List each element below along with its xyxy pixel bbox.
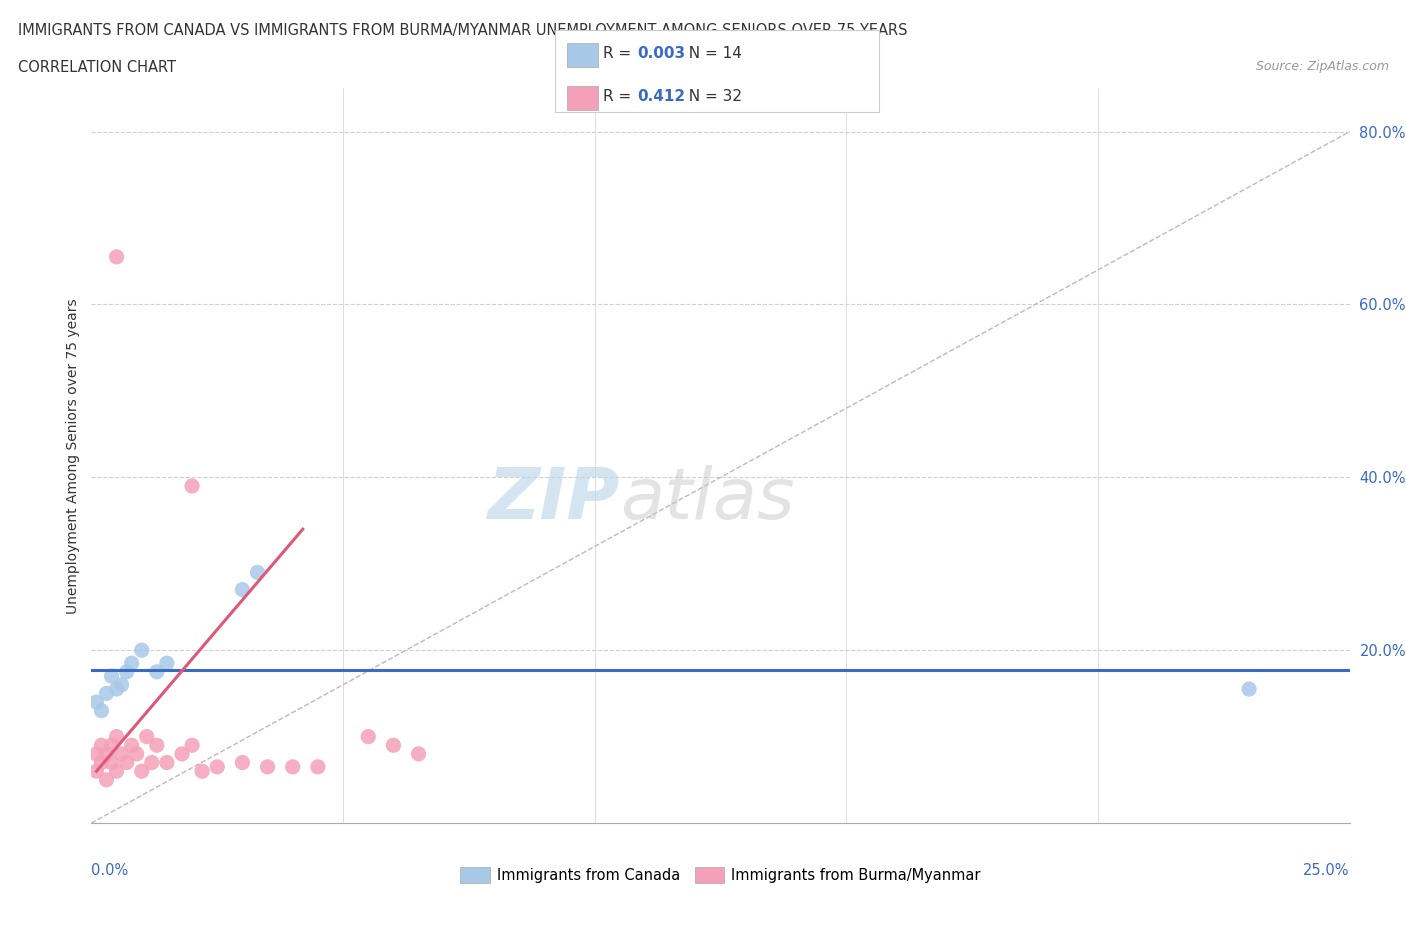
Point: [96, 747, 118, 762]
Point: [408, 747, 430, 762]
Text: Source: ZipAtlas.com: Source: ZipAtlas.com: [1256, 60, 1389, 73]
Text: 0.003: 0.003: [637, 46, 685, 61]
Point: [181, 737, 204, 752]
Point: [141, 755, 163, 770]
Point: [256, 760, 278, 775]
Point: [86, 747, 108, 762]
Point: [90, 737, 112, 752]
Point: [246, 565, 269, 579]
Point: [90, 703, 112, 718]
Point: [105, 682, 128, 697]
Point: [121, 737, 143, 752]
Y-axis label: Unemployment Among Seniors over 75 years: Unemployment Among Seniors over 75 years: [66, 298, 80, 614]
Point: [156, 755, 179, 770]
Text: 0.412: 0.412: [637, 89, 685, 104]
Point: [131, 764, 153, 778]
Point: [205, 760, 228, 775]
Point: [100, 737, 122, 752]
Point: [181, 479, 204, 494]
Legend: Immigrants from Canada, Immigrants from Burma/Myanmar: Immigrants from Canada, Immigrants from …: [454, 861, 987, 889]
Text: R =: R =: [603, 89, 637, 104]
Text: atlas: atlas: [620, 465, 794, 534]
Point: [156, 656, 179, 671]
Point: [86, 695, 108, 710]
Point: [382, 737, 405, 752]
Text: 25.0%: 25.0%: [1303, 863, 1350, 879]
Text: CORRELATION CHART: CORRELATION CHART: [18, 60, 176, 75]
Point: [357, 729, 380, 744]
Point: [1237, 682, 1260, 697]
Point: [146, 737, 169, 752]
Point: [307, 760, 329, 775]
Point: [86, 764, 108, 778]
Point: [115, 664, 138, 679]
Point: [191, 764, 214, 778]
Point: [231, 755, 253, 770]
Point: [281, 760, 304, 775]
Point: [170, 747, 193, 762]
Point: [105, 729, 128, 744]
Point: [115, 755, 138, 770]
Point: [96, 686, 118, 701]
Point: [131, 643, 153, 658]
Point: [110, 747, 132, 762]
Point: [146, 664, 169, 679]
Point: [96, 773, 118, 788]
Text: IMMIGRANTS FROM CANADA VS IMMIGRANTS FROM BURMA/MYANMAR UNEMPLOYMENT AMONG SENIO: IMMIGRANTS FROM CANADA VS IMMIGRANTS FRO…: [18, 23, 908, 38]
Point: [100, 755, 122, 770]
Text: R =: R =: [603, 46, 637, 61]
Point: [135, 729, 157, 744]
Point: [231, 582, 253, 597]
Text: 0.0%: 0.0%: [91, 863, 128, 879]
Point: [121, 656, 143, 671]
Text: N = 32: N = 32: [679, 89, 742, 104]
Text: ZIP: ZIP: [488, 465, 620, 534]
Text: N = 14: N = 14: [679, 46, 742, 61]
Point: [125, 747, 148, 762]
Point: [100, 669, 122, 684]
Point: [105, 764, 128, 778]
Point: [90, 755, 112, 770]
Point: [110, 677, 132, 692]
Point: [105, 249, 128, 264]
